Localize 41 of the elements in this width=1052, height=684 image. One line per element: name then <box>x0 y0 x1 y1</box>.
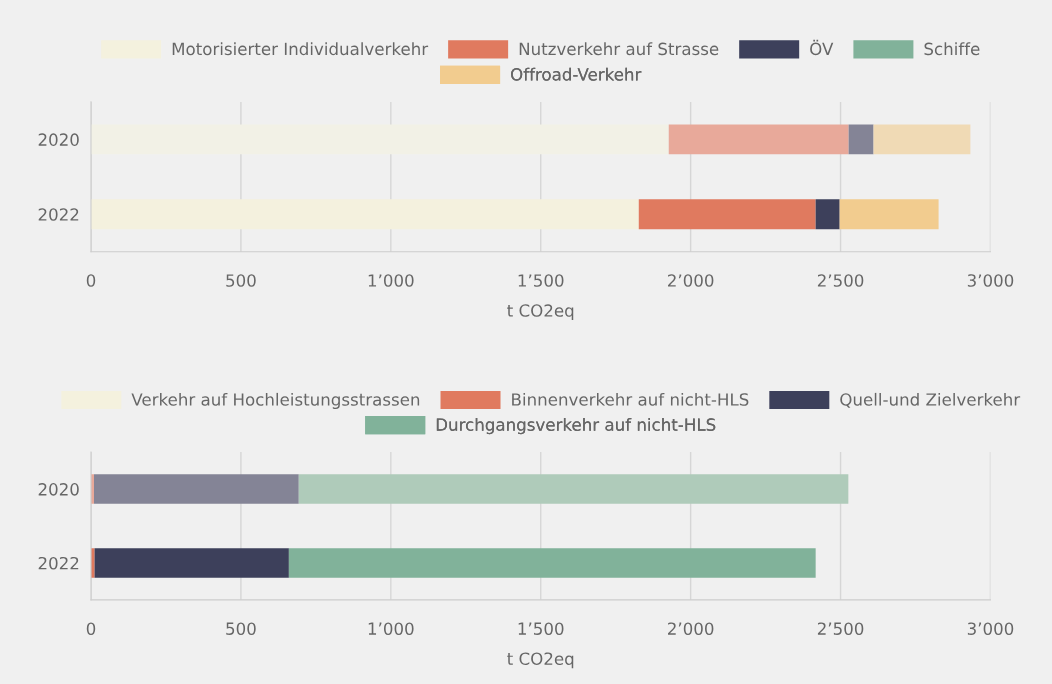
legend-label: Durchgangsverkehr auf nicht-HLS <box>436 418 716 435</box>
y-tick-label: 2020 <box>38 483 79 496</box>
bar <box>638 199 816 230</box>
x-tick-label: 2’500 <box>817 274 864 287</box>
bar <box>668 124 849 155</box>
y-tick-label: 2022 <box>38 208 79 221</box>
y-tick-label: 2022 <box>38 556 79 570</box>
x-tick-label: 2’000 <box>668 622 714 635</box>
bar <box>815 199 840 230</box>
legend-label: ÖV <box>810 39 834 56</box>
legend-label: Schiffe <box>924 42 980 56</box>
x-tick-label: 3’000 <box>967 274 1014 287</box>
legend-label: Motorisierter Individualverkehr <box>172 42 429 56</box>
legend-label: Binnenverkehr auf nicht-HLS <box>512 392 749 406</box>
x-tick-label: 1’000 <box>368 274 414 287</box>
x-tick-label: 500 <box>226 622 256 635</box>
bar <box>91 124 669 155</box>
bar <box>94 474 299 504</box>
x-tick-label: 3’000 <box>967 622 1014 635</box>
bar <box>94 548 289 578</box>
bar <box>288 548 816 578</box>
x-tick-label: 1’000 <box>368 622 414 635</box>
x-tick-label: 2’500 <box>817 622 864 635</box>
bar <box>91 199 639 230</box>
y-tick-label: 2020 <box>38 133 79 146</box>
x-tick-label: 2’000 <box>668 274 714 287</box>
bar <box>298 474 849 504</box>
x-tick-label: 1’500 <box>518 622 564 635</box>
bar <box>873 124 971 155</box>
bar <box>839 199 939 230</box>
legend-label: Offroad-Verkehr <box>511 67 642 81</box>
x-axis-title: t CO2eq <box>507 652 574 669</box>
x-tick-label: 0 <box>86 622 96 635</box>
bar <box>848 124 874 155</box>
x-tick-label: 0 <box>86 274 96 287</box>
legend-label: Verkehr auf Hochleistungsstrassen <box>131 392 420 410</box>
legend-label: Nutzverkehr auf Strasse <box>519 42 719 56</box>
x-axis-title: t CO2eq <box>507 304 574 321</box>
legend-label: Quell-und Zielverkehr <box>840 392 1021 408</box>
x-tick-label: 1’500 <box>518 274 564 287</box>
x-tick-label: 500 <box>226 274 256 287</box>
